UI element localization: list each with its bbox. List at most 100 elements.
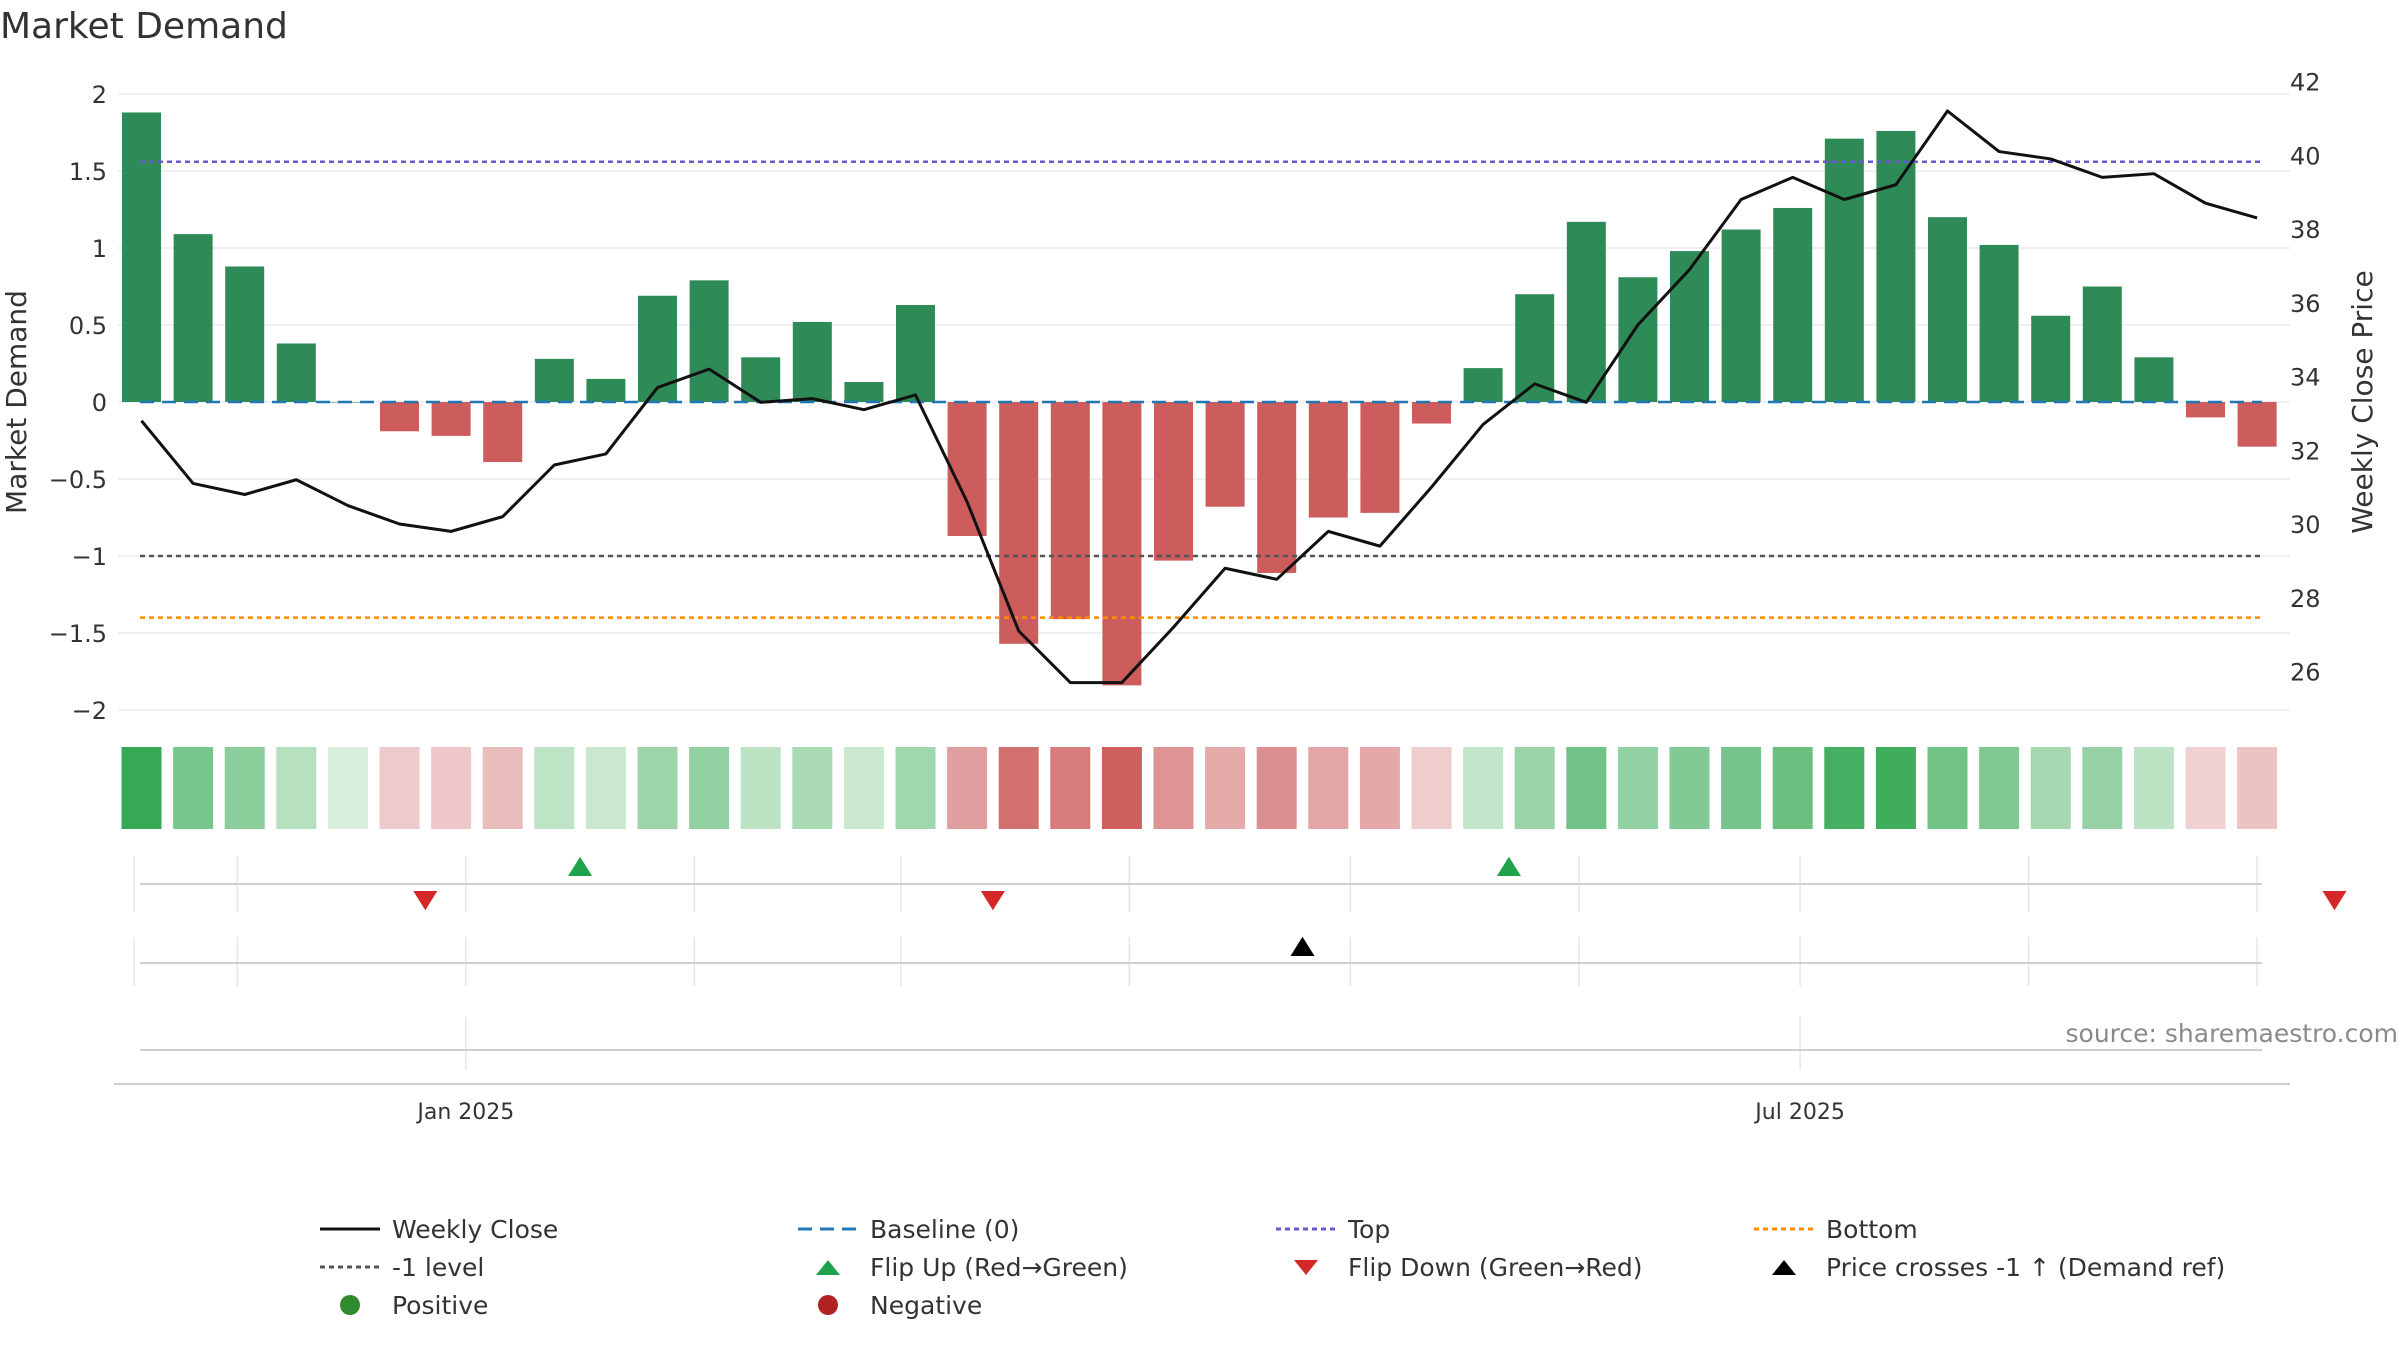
y-tick-label: −1: [72, 543, 107, 571]
heat-cell: [1411, 747, 1452, 829]
demand-bar: [947, 402, 987, 536]
demand-bar: [1205, 402, 1245, 507]
demand-bar: [1773, 207, 1813, 402]
demand-bar: [483, 402, 523, 463]
heat-cell: [585, 747, 626, 829]
demand-bar: [1154, 402, 1193, 561]
legend-bottom: Bottom: [1754, 1212, 1918, 1246]
legend-label: Negative: [870, 1290, 983, 1320]
legend-weekly-close: Weekly Close: [320, 1212, 558, 1246]
demand-bar: [689, 280, 729, 402]
heat-cell: [2082, 747, 2123, 829]
heat-cell: [1927, 747, 1968, 829]
heat-cell: [1463, 747, 1504, 829]
legend-label: Price crosses -1 ↑ (Demand ref): [1826, 1252, 2226, 1282]
heat-cell: [843, 747, 884, 829]
demand-bar: [999, 402, 1039, 644]
flip-down-marker: [2322, 891, 2347, 911]
y2-axis-title: Weekly Close Price: [2346, 270, 2379, 533]
heat-cell: [431, 747, 472, 829]
demand-bar: [1979, 244, 2019, 402]
heat-cell: [482, 747, 523, 829]
heat-cell: [895, 747, 936, 829]
y-axis-title: Market Demand: [0, 290, 33, 514]
demand-bar: [1824, 138, 1864, 402]
heat-cell: [121, 747, 162, 829]
legend-price-cross: Price crosses -1 ↑ (Demand ref): [1754, 1250, 2225, 1284]
heat-cell: [1979, 747, 2020, 829]
demand-bar: [896, 304, 935, 402]
y2-tick-label: 28: [2290, 585, 2321, 613]
demand-bar: [844, 381, 884, 402]
y-tick-label: −0.5: [49, 466, 107, 494]
demand-bar: [1618, 277, 1658, 402]
demand-bar: [1670, 251, 1709, 402]
heat-cell: [998, 747, 1039, 829]
heat-cell: [276, 747, 317, 829]
y-tick-label: −2: [72, 697, 107, 725]
legend-flip-up: Flip Up (Red→Green): [798, 1250, 1128, 1284]
heat-cell: [689, 747, 730, 829]
demand-bar: [380, 402, 419, 432]
heat-cell: [1153, 747, 1194, 829]
demand-bar: [1515, 294, 1555, 402]
y2-tick-label: 32: [2290, 437, 2321, 465]
heat-cell: [1617, 747, 1658, 829]
demand-bar: [2082, 286, 2122, 402]
heat-cell: [1772, 747, 1813, 829]
heat-cell: [379, 747, 420, 829]
y-tick-label: 1: [92, 235, 107, 263]
legend-label: Bottom: [1826, 1214, 1918, 1244]
demand-bar: [1360, 402, 1400, 513]
heat-cell: [740, 747, 781, 829]
heat-cell: [947, 747, 988, 829]
legend-baseline: Baseline (0): [798, 1212, 1019, 1246]
demand-bar: [225, 266, 265, 402]
x-tick-label: Jul 2025: [1753, 1100, 1845, 1125]
legend-positive: Positive: [320, 1288, 488, 1322]
x-tick-label: Jan 2025: [415, 1100, 514, 1125]
legend-minus-one: -1 level: [320, 1250, 484, 1284]
y2-tick-label: 36: [2290, 290, 2321, 318]
legend-label: Top: [1348, 1214, 1391, 1244]
heat-cell: [2185, 747, 2226, 829]
y2-tick-label: 42: [2290, 69, 2321, 97]
heat-cell: [637, 747, 678, 829]
flip-up-marker: [568, 856, 593, 876]
flip-down-marker: [980, 891, 1005, 911]
heat-cell: [1875, 747, 1916, 829]
heat-cell: [327, 747, 368, 829]
demand-bar: [2237, 402, 2277, 447]
y2-tick-label: 40: [2290, 142, 2321, 170]
legend-label: Flip Up (Red→Green): [870, 1252, 1128, 1282]
y2-tick-label: 38: [2290, 216, 2321, 244]
heat-cell: [792, 747, 833, 829]
demand-bar: [1566, 221, 1606, 402]
demand-bar: [431, 402, 471, 436]
demand-bar: [1463, 368, 1503, 402]
flip-up-marker: [1496, 856, 1521, 876]
heat-cell: [2133, 747, 2174, 829]
demand-bar: [1050, 402, 1090, 620]
heat-cell: [1101, 747, 1142, 829]
y2-tick-label: 30: [2290, 511, 2321, 539]
demand-bar: [534, 358, 574, 402]
heat-cell: [1050, 747, 1091, 829]
demand-bar: [1257, 402, 1297, 573]
y2-tick-label: 26: [2290, 659, 2321, 687]
demand-bar: [2186, 402, 2225, 418]
y-tick-label: 2: [92, 81, 107, 109]
price-cross-marker: [1290, 936, 1315, 956]
y-tick-label: −1.5: [49, 620, 107, 648]
legend-flip-down: Flip Down (Green→Red): [1276, 1250, 1643, 1284]
y-tick-label: 0.5: [69, 312, 107, 340]
y2-tick-label: 34: [2290, 364, 2321, 392]
demand-bar: [1876, 130, 1916, 402]
demand-bar: [586, 378, 626, 402]
heat-cell: [1566, 747, 1607, 829]
legend-label: -1 level: [392, 1252, 485, 1282]
heat-cell: [1359, 747, 1400, 829]
legend-negative: Negative: [798, 1288, 982, 1322]
demand-bar: [1102, 402, 1142, 686]
heat-cell: [2237, 747, 2278, 829]
